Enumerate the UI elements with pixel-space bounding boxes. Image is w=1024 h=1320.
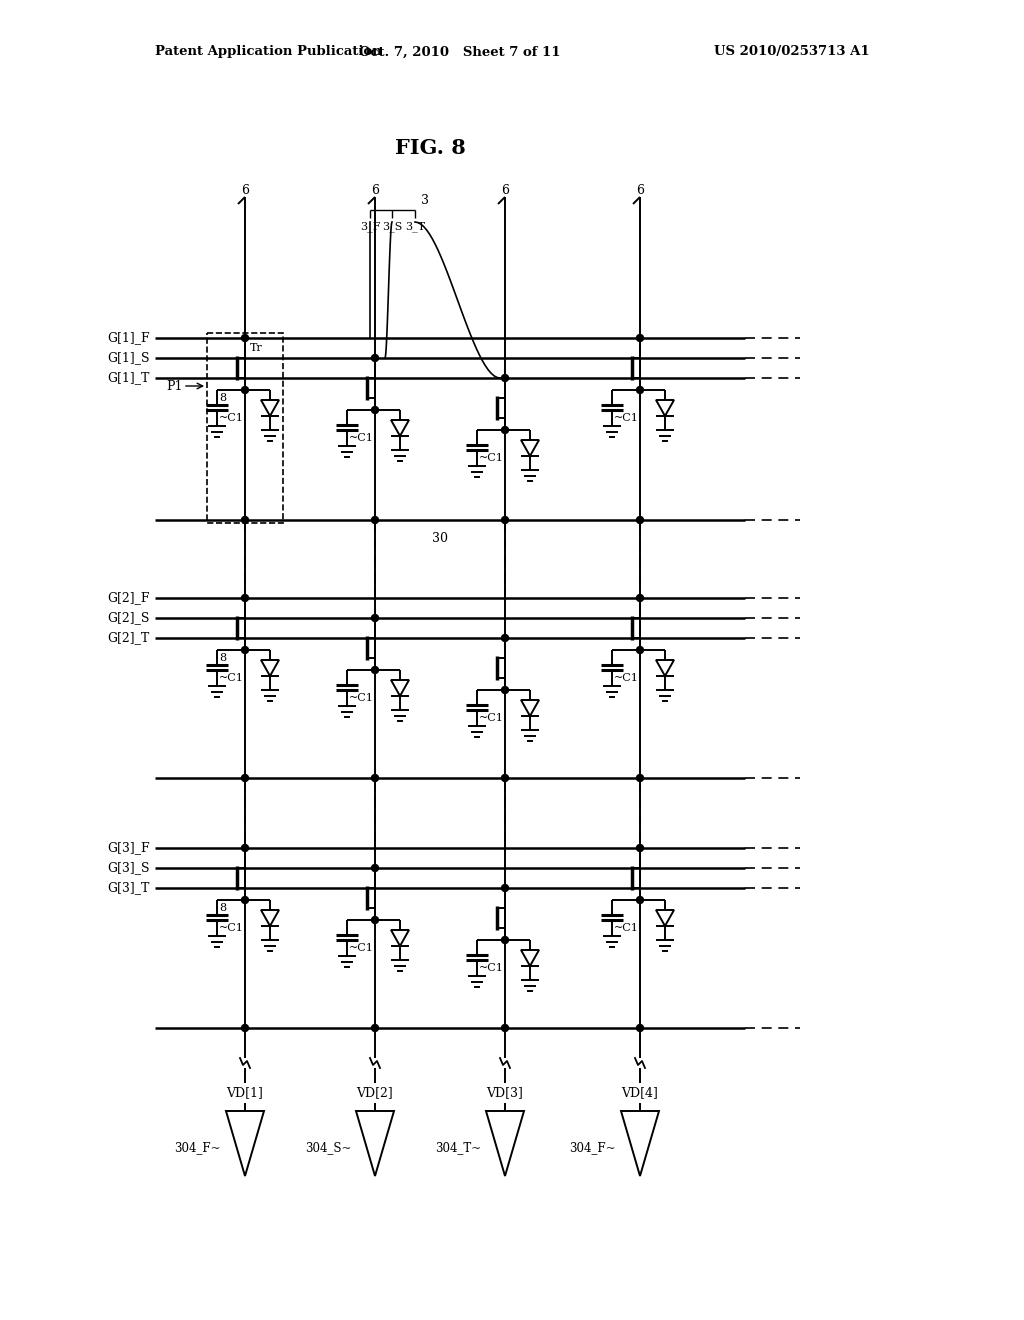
Text: Tr: Tr <box>250 343 263 352</box>
Circle shape <box>502 635 509 642</box>
Text: 304_F~: 304_F~ <box>569 1142 616 1155</box>
Circle shape <box>372 407 379 413</box>
Text: ~C1: ~C1 <box>479 713 504 723</box>
Text: ~C1: ~C1 <box>349 693 374 704</box>
Circle shape <box>637 775 643 781</box>
Text: VD[2]: VD[2] <box>356 1086 393 1100</box>
Text: 3: 3 <box>421 194 429 206</box>
Text: 6: 6 <box>241 183 249 197</box>
Circle shape <box>372 916 379 924</box>
Text: 3_F: 3_F <box>359 222 380 232</box>
Text: ~C1: ~C1 <box>219 923 244 933</box>
Text: G[2]_S: G[2]_S <box>108 611 150 624</box>
Circle shape <box>242 647 249 653</box>
Circle shape <box>242 1024 249 1031</box>
Text: G[1]_S: G[1]_S <box>108 351 150 364</box>
Circle shape <box>502 686 509 693</box>
Circle shape <box>502 884 509 891</box>
Text: 8: 8 <box>219 653 226 663</box>
Text: ~C1: ~C1 <box>219 673 244 682</box>
Circle shape <box>242 896 249 903</box>
Circle shape <box>637 516 643 524</box>
Text: 6: 6 <box>501 183 509 197</box>
Text: ~C1: ~C1 <box>614 413 639 422</box>
Circle shape <box>242 845 249 851</box>
Text: VD[3]: VD[3] <box>486 1086 523 1100</box>
Text: 6: 6 <box>636 183 644 197</box>
Circle shape <box>502 775 509 781</box>
Text: 30: 30 <box>432 532 449 544</box>
Text: G[3]_S: G[3]_S <box>108 862 150 874</box>
Text: 8: 8 <box>219 903 226 913</box>
Circle shape <box>502 516 509 524</box>
Circle shape <box>242 775 249 781</box>
Text: P1: P1 <box>167 380 183 392</box>
Circle shape <box>242 334 249 342</box>
Text: G[1]_T: G[1]_T <box>108 371 150 384</box>
Text: ~C1: ~C1 <box>479 964 504 973</box>
Circle shape <box>637 896 643 903</box>
Circle shape <box>372 865 379 871</box>
Text: 3_T: 3_T <box>404 222 425 232</box>
Circle shape <box>242 594 249 602</box>
Circle shape <box>502 936 509 944</box>
Circle shape <box>637 334 643 342</box>
Text: ~C1: ~C1 <box>614 673 639 682</box>
Circle shape <box>372 667 379 673</box>
Circle shape <box>637 647 643 653</box>
Circle shape <box>372 355 379 362</box>
Text: 6: 6 <box>371 183 379 197</box>
Circle shape <box>372 615 379 622</box>
Circle shape <box>372 1024 379 1031</box>
Circle shape <box>242 516 249 524</box>
Text: 304_F~: 304_F~ <box>174 1142 221 1155</box>
Circle shape <box>372 775 379 781</box>
Circle shape <box>637 845 643 851</box>
Text: 304_T~: 304_T~ <box>435 1142 481 1155</box>
Circle shape <box>502 375 509 381</box>
Text: G[1]_F: G[1]_F <box>108 331 150 345</box>
Text: ~C1: ~C1 <box>479 453 504 463</box>
Text: G[3]_F: G[3]_F <box>108 842 150 854</box>
Circle shape <box>637 387 643 393</box>
Circle shape <box>242 387 249 393</box>
Circle shape <box>372 516 379 524</box>
Text: ~C1: ~C1 <box>349 433 374 444</box>
Text: Oct. 7, 2010   Sheet 7 of 11: Oct. 7, 2010 Sheet 7 of 11 <box>359 45 561 58</box>
Text: ~C1: ~C1 <box>349 942 374 953</box>
Text: VD[4]: VD[4] <box>622 1086 658 1100</box>
Circle shape <box>637 1024 643 1031</box>
Text: FIG. 8: FIG. 8 <box>394 139 465 158</box>
Text: G[3]_T: G[3]_T <box>108 882 150 895</box>
Text: ~C1: ~C1 <box>219 413 244 422</box>
Text: G[2]_F: G[2]_F <box>108 591 150 605</box>
Text: VD[1]: VD[1] <box>226 1086 263 1100</box>
Circle shape <box>502 426 509 433</box>
Circle shape <box>502 1024 509 1031</box>
Text: 8: 8 <box>219 393 226 403</box>
Text: 3_S: 3_S <box>382 222 402 232</box>
Text: ~C1: ~C1 <box>614 923 639 933</box>
Text: Patent Application Publication: Patent Application Publication <box>155 45 382 58</box>
Circle shape <box>637 594 643 602</box>
Text: G[2]_T: G[2]_T <box>108 631 150 644</box>
Text: US 2010/0253713 A1: US 2010/0253713 A1 <box>715 45 870 58</box>
Text: 304_S~: 304_S~ <box>304 1142 351 1155</box>
